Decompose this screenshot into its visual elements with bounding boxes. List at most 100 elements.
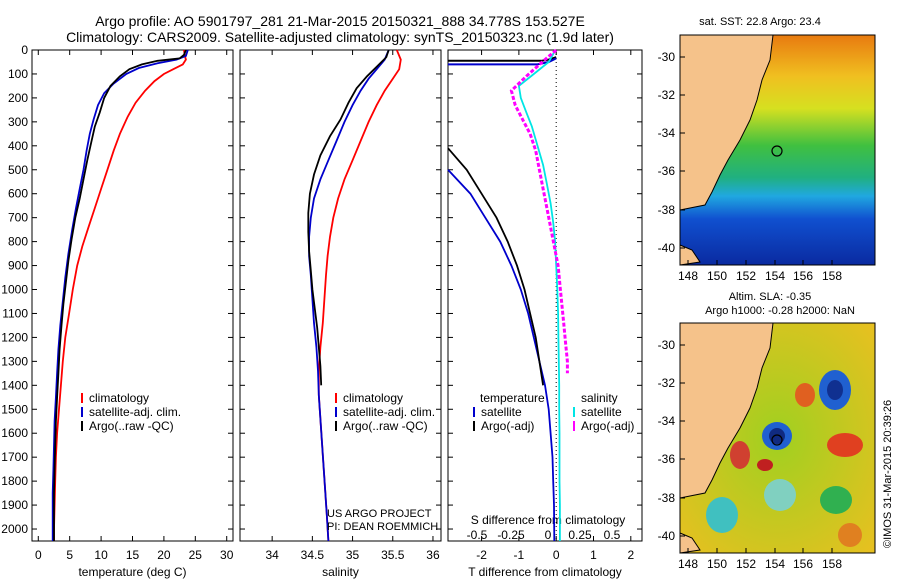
temperature-ytick-label: 200 [8, 91, 28, 105]
temperature-ytick-label: 1500 [1, 402, 28, 416]
temperature-ytick-label: 1700 [1, 450, 28, 464]
temperature-panel: 0 5 10 15 20 25 300100200300400500600700800900… [1, 43, 233, 579]
difference-series-line [448, 57, 557, 66]
sla-axes-ytick-label: -40 [658, 529, 676, 543]
difference-series-line [509, 48, 569, 374]
temperature-xtick-label: 5 [66, 548, 73, 562]
difference-xtick-label: 2 [627, 548, 634, 562]
temperature-ytick-label: 1300 [1, 354, 28, 368]
temperature-xtick-label: 15 [126, 548, 140, 562]
sst-axes-xtick-label: 150 [707, 269, 727, 283]
sst-axes-ytick-label: -32 [658, 88, 676, 102]
difference-legend-entry: Argo(-adj) [581, 419, 634, 433]
temperature-ytick-label: 700 [8, 211, 28, 225]
sla-axes-ytick-label: -34 [658, 414, 676, 428]
difference-series-line [447, 169, 556, 542]
salinity-legend-entry: satellite-adj. clim. [343, 405, 435, 419]
salinity-series-line [307, 49, 390, 386]
difference-panel: -2 -1 0 1 2 T difference from climatology -0.5… [447, 48, 643, 579]
figure-title-line1: Argo profile: AO 5901797_281 21-Mar-2015… [95, 13, 585, 29]
sst-map-title: sat. SST: 22.8 Argo: 23.4 [699, 16, 821, 28]
salinity-legend-entry: climatology [343, 391, 403, 405]
salinity-xtick-label: 34 [265, 548, 279, 562]
difference-legend-salinity-title: salinity [581, 391, 618, 405]
salinity-diff-tick-label: -0.25 [497, 528, 525, 542]
temperature-series-line [53, 49, 187, 541]
temperature-legend-entry: satellite-adj. clim. [89, 405, 181, 419]
difference-legend-entry: Argo(-adj) [481, 419, 534, 433]
temperature-ytick-label: 1600 [1, 426, 28, 440]
temperature-ytick-label: 600 [8, 187, 28, 201]
sla-map-axes: 148 150 152 154 156 158 -30 -32 -34 -36 -38 -40 [658, 338, 843, 571]
sla-axes-xtick-label: 156 [793, 557, 813, 571]
sst-axes-ytick-label: -40 [658, 241, 676, 255]
salinity-diff-tick-label: -0.5 [467, 528, 488, 542]
salinity-xtick-label: 36 [426, 548, 440, 562]
project-line2: PI: DEAN ROEMMICH [327, 521, 438, 533]
salinity-plot-frame [239, 49, 442, 542]
salinity-xtick-label: 35 [346, 548, 360, 562]
difference-series-line [447, 147, 544, 386]
difference-legend-entry: satellite [481, 405, 522, 419]
temperature-xtick-label: 25 [189, 548, 203, 562]
difference-plot-frame [447, 49, 643, 542]
salinity-xtick-label: 34.5 [301, 548, 325, 562]
sst-argo-location-marker [771, 145, 783, 157]
sst-axes-ytick-label: -36 [658, 164, 676, 178]
sla-map-frame [679, 322, 876, 554]
temperature-ytick-label: 500 [8, 163, 28, 177]
sla-axes-xtick-label: 148 [678, 557, 698, 571]
sst-map-axes: 148 150 152 154 156 158 -30 -32 -34 -36 -38 -40 [658, 50, 843, 283]
sst-axes-xtick-label: 154 [765, 269, 785, 283]
sst-map: sat. SST: 22.8 Argo: 23.4 148 150 152 154 15… [658, 16, 876, 283]
salinity-diff-tick-label: 0.5 [604, 528, 621, 542]
difference-legend-entry: satellite [581, 405, 622, 419]
temperature-ytick-label: 1900 [1, 498, 28, 512]
temperature-xtick-label: 10 [94, 548, 108, 562]
temperature-xaxis-label: temperature (deg C) [78, 565, 186, 579]
salinity-xtick-label: 35.5 [381, 548, 405, 562]
temperature-plot-frame [31, 49, 234, 542]
sla-axes-ytick-label: -38 [658, 491, 676, 505]
temperature-xtick-label: 30 [220, 548, 234, 562]
sst-axes-xtick-label: 148 [678, 269, 698, 283]
temperature-series-line [51, 49, 189, 541]
salinity-xaxis-label: salinity [322, 565, 359, 579]
sla-axes-ytick-label: -36 [658, 452, 676, 466]
difference-xtick-label: -1 [514, 548, 525, 562]
sla-axes-xtick-label: 150 [707, 557, 727, 571]
temperature-ytick-label: 800 [8, 235, 28, 249]
sst-axes-xtick-label: 158 [822, 269, 842, 283]
sst-axes-ytick-label: -34 [658, 126, 676, 140]
temperature-ytick-label: 2000 [1, 522, 28, 536]
sla-axes-ytick-label: -32 [658, 376, 676, 390]
temperature-ytick-label: 300 [8, 115, 28, 129]
salinity-diff-axis-label: S difference from climatology [471, 513, 626, 527]
temperature-xtick-label: 0 [35, 548, 42, 562]
sst-axes-ytick-label: -38 [658, 203, 676, 217]
sst-axes-ytick-label: -30 [658, 50, 676, 64]
temperature-ytick-label: 1400 [1, 378, 28, 392]
salinity-diff-tick-label: 0.25 [568, 528, 592, 542]
sst-map-frame [679, 34, 876, 266]
sla-map: Altim. SLA: -0.35 Argo h1000: -0.28 h200… [658, 291, 876, 571]
temperature-ytick-label: 1100 [2, 306, 28, 320]
salinity-legend-entry: Argo(..raw -QC) [343, 419, 428, 433]
temperature-ytick-label: 0 [21, 43, 28, 57]
sla-axes-ytick-label: -30 [658, 338, 676, 352]
salinity-panel: 34 34.5 35 35.5 36 salinity climatologysatelli… [239, 49, 442, 579]
sst-map-land [679, 34, 774, 211]
credit-text: ©IMOS 31-Mar-2015 20:39:26 [882, 400, 894, 548]
temperature-legend-entry: Argo(..raw -QC) [89, 419, 174, 433]
salinity-diff-tick-label: 0 [545, 528, 552, 542]
sla-axes-xtick-label: 154 [765, 557, 785, 571]
sla-argo-location-marker [771, 434, 783, 446]
difference-xtick-label: -2 [476, 548, 487, 562]
temperature-ytick-label: 1000 [1, 283, 28, 297]
temperature-ytick-label: 100 [8, 67, 28, 81]
difference-xtick-label: 1 [590, 548, 597, 562]
temperature-ytick-label: 400 [8, 139, 28, 153]
sst-axes-xtick-label: 156 [793, 269, 813, 283]
project-line1: US ARGO PROJECT [327, 508, 432, 520]
